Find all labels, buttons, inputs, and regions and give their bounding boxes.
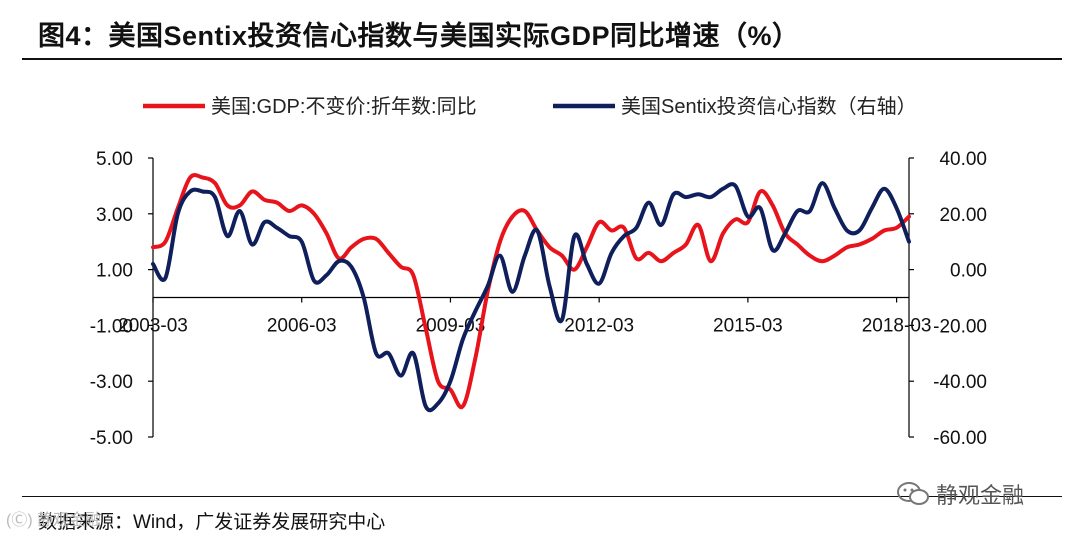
x-tick-label: 2003-03 [118, 316, 188, 337]
series-lines [151, 173, 911, 413]
y-left-tick-label: -1.00 [90, 316, 133, 337]
series-line-gdp [151, 173, 911, 410]
footer-rule [22, 496, 1062, 497]
brand-watermark: 静观金融 [896, 478, 1024, 510]
y-left-tick-label: 5.00 [96, 149, 133, 170]
y-left-tick-label: -5.00 [90, 428, 133, 449]
y-right-tick-label: -20.00 [933, 316, 987, 337]
legend: 美国:GDP:不变价:折年数:同比 美国Sentix投资信心指数（右轴） [143, 95, 917, 118]
legend-label-sentix: 美国Sentix投资信心指数（右轴） [621, 95, 917, 118]
chart-canvas: 美国:GDP:不变价:折年数:同比 美国Sentix投资信心指数（右轴） 5.0… [90, 95, 987, 449]
x-tick-label: 2012-03 [564, 316, 634, 337]
y-right-tick-label: 0.00 [950, 261, 987, 282]
chart-title: 图4：美国Sentix投资信心指数与美国实际GDP同比增速（%） [38, 21, 800, 51]
y-right-tick-label: -60.00 [933, 428, 987, 449]
data-source: 数据来源：Wind，广发证券发展研究中心 [38, 512, 386, 533]
x-tick-label: 2006-03 [267, 316, 337, 337]
x-tick-label: 2018-03 [862, 316, 932, 337]
axes: 5.00 3.00 1.00 -1.00 -3.00 -5.00 40.00 20.00 0.0… [90, 149, 987, 449]
corner-watermark: (Ⓒ) 静观金融 [6, 512, 102, 529]
brand-label: 静观金融 [936, 483, 1025, 508]
y-right-tick-label: -40.00 [933, 372, 987, 393]
y-right-tick-label: 20.00 [939, 205, 987, 226]
legend-label-gdp: 美国:GDP:不变价:折年数:同比 [211, 95, 477, 118]
x-tick-label: 2015-03 [713, 316, 783, 337]
wechat-icon [897, 482, 929, 505]
series-line-sentix [151, 181, 911, 413]
y-left-tick-label: -3.00 [90, 372, 133, 393]
title-rule [22, 58, 1062, 60]
y-left-tick-label: 3.00 [96, 205, 133, 226]
y-left-tick-label: 1.00 [96, 261, 133, 282]
y-right-tick-label: 40.00 [939, 149, 987, 170]
